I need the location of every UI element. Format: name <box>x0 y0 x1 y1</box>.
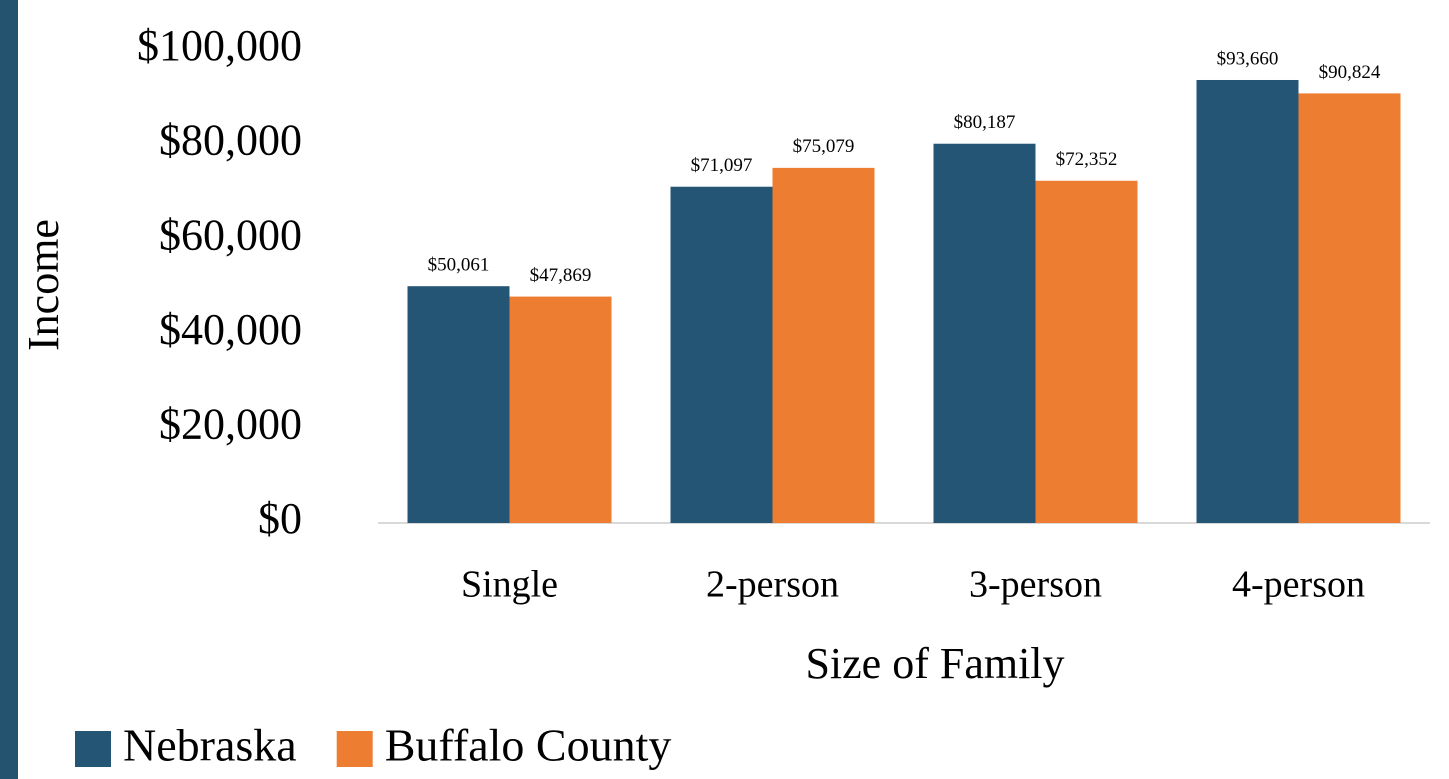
data-label: $47,869 <box>530 265 592 286</box>
bar <box>772 167 875 523</box>
y-axis-title: Income <box>19 219 68 351</box>
bar <box>1298 93 1401 524</box>
side-strip <box>0 0 18 779</box>
y-tick-label: $60,000 <box>159 210 302 259</box>
x-tick-label: Single <box>461 564 558 606</box>
y-tick-label: $20,000 <box>159 399 302 448</box>
data-label: $90,824 <box>1319 62 1381 83</box>
data-label: $50,061 <box>428 255 490 276</box>
y-tick-label: $40,000 <box>159 305 302 354</box>
bar <box>407 286 510 523</box>
data-label: $93,660 <box>1217 48 1279 69</box>
data-label: $80,187 <box>954 112 1016 133</box>
y-tick-label: $80,000 <box>159 116 302 165</box>
data-label: $71,097 <box>691 155 753 176</box>
bar <box>1035 180 1138 524</box>
legend-swatch <box>336 731 373 767</box>
bar <box>933 143 1036 523</box>
x-axis-title: Size of Family <box>805 639 1064 688</box>
data-label: $75,079 <box>793 136 855 157</box>
x-tick-label: 3-person <box>969 564 1102 606</box>
legend-swatch <box>75 731 111 767</box>
data-label: $72,352 <box>1056 149 1118 170</box>
bar <box>670 186 773 524</box>
bar <box>509 296 612 523</box>
x-tick-label: 4-person <box>1232 564 1365 606</box>
bar <box>1196 79 1299 524</box>
legend-label: Nebraska <box>123 720 297 771</box>
legend-label: Buffalo County <box>385 720 672 771</box>
y-tick-label: $100,000 <box>137 21 302 70</box>
y-tick-label: $0 <box>258 494 302 543</box>
x-tick-label: 2-person <box>706 564 839 606</box>
